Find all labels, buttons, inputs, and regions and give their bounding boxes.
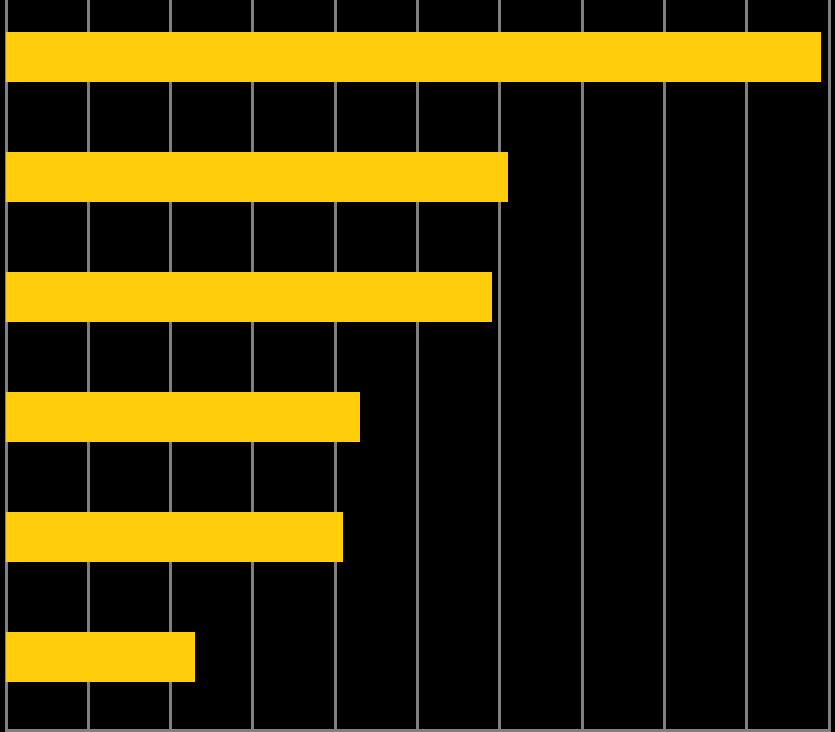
bar	[6, 392, 360, 442]
bar	[6, 632, 195, 682]
bar	[6, 152, 508, 202]
bar	[6, 32, 821, 82]
plot-border	[5, 0, 831, 732]
bar	[6, 512, 343, 562]
bar	[6, 272, 492, 322]
plot-area	[6, 0, 829, 732]
chart-frame	[0, 0, 835, 732]
